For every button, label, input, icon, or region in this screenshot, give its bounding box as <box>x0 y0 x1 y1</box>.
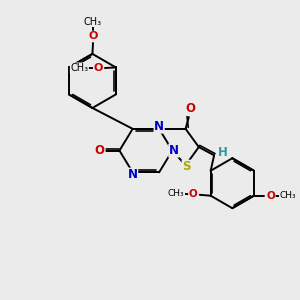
Text: O: O <box>95 144 105 157</box>
Text: O: O <box>88 31 98 41</box>
Text: CH₃: CH₃ <box>70 63 88 73</box>
Text: O: O <box>189 189 197 199</box>
Text: O: O <box>266 191 275 201</box>
Text: N: N <box>154 120 164 133</box>
Text: CH₃: CH₃ <box>279 191 296 200</box>
Text: N: N <box>169 144 179 157</box>
Text: N: N <box>128 168 138 181</box>
Text: O: O <box>94 63 103 73</box>
Text: S: S <box>182 160 191 173</box>
Text: CH₃: CH₃ <box>168 189 184 198</box>
Text: O: O <box>186 102 196 116</box>
Text: H: H <box>218 146 227 159</box>
Text: CH₃: CH₃ <box>84 16 102 27</box>
